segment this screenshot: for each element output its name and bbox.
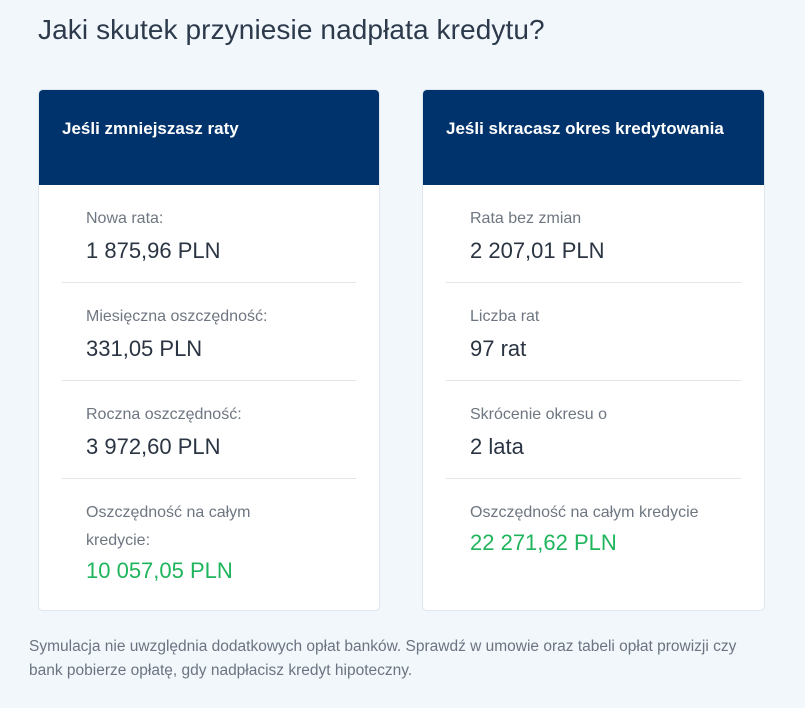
term-reduction-row: Skrócenie okresu o 2 lata [446,381,741,479]
total-saving-row: Oszczędność na całym kredycie: 10 057,05… [62,479,356,585]
footnote: Symulacja nie uwzględnia dodatkowych opł… [29,638,737,679]
card-body: Rata bez zmian 2 207,01 PLN Liczba rat 9… [423,185,764,557]
row-label: Nowa rata: [86,210,164,227]
page-title: Jaki skutek przyniesie nadpłata kredytu? [38,14,545,45]
yearly-saving-row: Roczna oszczędność: 3 972,60 PLN [62,381,356,479]
row-label: Liczba rat [470,308,540,325]
shorten-term-card: Jeśli skracasz okres kredytowania Rata b… [422,89,765,611]
row-label: Oszczędność na całym kredycie: [86,504,251,549]
total-saving-value: 10 057,05 PLN [86,558,233,583]
card-body: Nowa rata: 1 875,96 PLN Miesięczna oszcz… [39,185,379,585]
row-value: 1 875,96 PLN [86,238,221,263]
card-header: Jeśli skracasz okres kredytowania [423,90,764,185]
row-label: Rata bez zmian [470,210,582,227]
row-value: 97 rat [470,336,527,361]
row-label: Roczna oszczędność: [86,406,242,423]
row-label: Oszczędność na całym kredycie [470,504,699,521]
row-value: 2 207,01 PLN [470,238,605,263]
row-value: 331,05 PLN [86,336,203,361]
row-value: 2 lata [470,434,524,459]
card-header: Jeśli zmniejszasz raty [39,90,379,185]
installment-count-row: Liczba rat 97 rat [446,283,741,381]
row-label: Skrócenie okresu o [470,406,607,423]
total-saving-row: Oszczędność na całym kredycie 22 271,62 … [446,479,741,557]
monthly-saving-row: Miesięczna oszczędność: 331,05 PLN [62,283,356,381]
row-value: 3 972,60 PLN [86,434,221,459]
total-saving-value: 22 271,62 PLN [470,530,617,555]
new-installment-row: Nowa rata: 1 875,96 PLN [62,185,356,283]
row-label: Miesięczna oszczędność: [86,308,268,325]
reduce-installment-card: Jeśli zmniejszasz raty Nowa rata: 1 875,… [38,89,380,611]
installment-unchanged-row: Rata bez zmian 2 207,01 PLN [446,185,741,283]
